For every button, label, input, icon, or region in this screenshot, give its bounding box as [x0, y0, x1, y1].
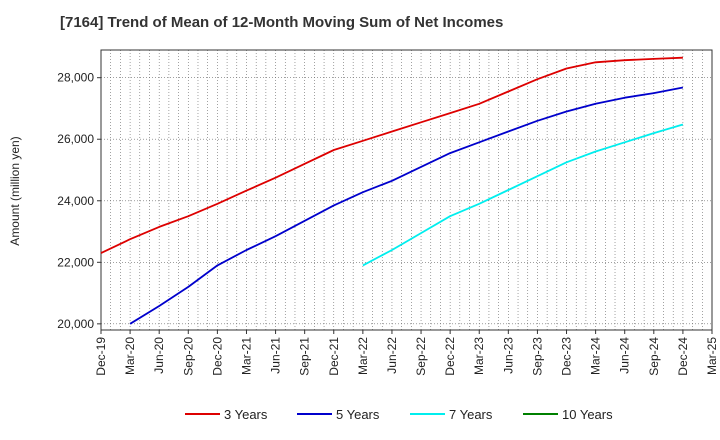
x-tick-label: Sep-24 [647, 337, 661, 376]
x-tick-label: Jun-24 [618, 337, 632, 374]
legend: 3 Years 5 Years 7 Years 10 Years [185, 407, 613, 422]
axes: 20,000 22,000 24,000 26,000 28,000 Dec-19 Mar-… [57, 49, 719, 376]
x-tick-label: Mar-21 [239, 337, 253, 375]
x-tick-label: Sep-20 [181, 337, 195, 376]
x-tick-label: Sep-21 [298, 337, 312, 376]
x-tick-label: Sep-23 [530, 337, 544, 376]
series-line-3-years [100, 56, 683, 254]
x-tick-label: Jun-20 [152, 337, 166, 374]
x-tick-label: Dec-19 [94, 337, 108, 376]
x-tick-label: Jun-23 [501, 337, 515, 374]
y-tick-label: 28,000 [57, 71, 94, 85]
y-tick-label: 22,000 [57, 255, 94, 269]
series-lines [100, 56, 684, 325]
legend-label: 5 Years [336, 407, 380, 422]
chart-title: [7164] Trend of Mean of 12-Month Moving … [60, 14, 504, 31]
x-tick-label: Dec-23 [560, 337, 574, 376]
x-tick-label: Dec-22 [443, 337, 457, 376]
x-tick-label: Jun-22 [385, 337, 399, 374]
series-line-7-years [362, 123, 684, 267]
x-tick-label: Mar-23 [472, 337, 486, 375]
y-tick-label: 24,000 [57, 194, 94, 208]
x-tick-label: Mar-24 [589, 337, 603, 375]
y-tick-label: 20,000 [57, 317, 94, 331]
legend-label: 3 Years [224, 407, 268, 422]
x-tick-label: Sep-22 [414, 337, 428, 376]
x-tick-label: Jun-21 [269, 337, 283, 374]
y-tick-label: 26,000 [57, 132, 94, 146]
plot-frame [100, 49, 713, 331]
x-tick-label: Dec-21 [327, 337, 341, 376]
x-tick-label: Mar-25 [705, 337, 719, 375]
legend-label: 7 Years [449, 407, 493, 422]
y-axis-label: Amount (million yen) [8, 136, 22, 245]
x-tick-label: Dec-20 [210, 337, 224, 376]
x-tick-label: Dec-24 [676, 337, 690, 376]
x-tick-label: Mar-20 [123, 337, 137, 375]
series-line-5-years [129, 86, 684, 325]
x-tick-label: Mar-22 [356, 337, 370, 375]
legend-label: 10 Years [562, 407, 613, 422]
grid [101, 50, 712, 330]
